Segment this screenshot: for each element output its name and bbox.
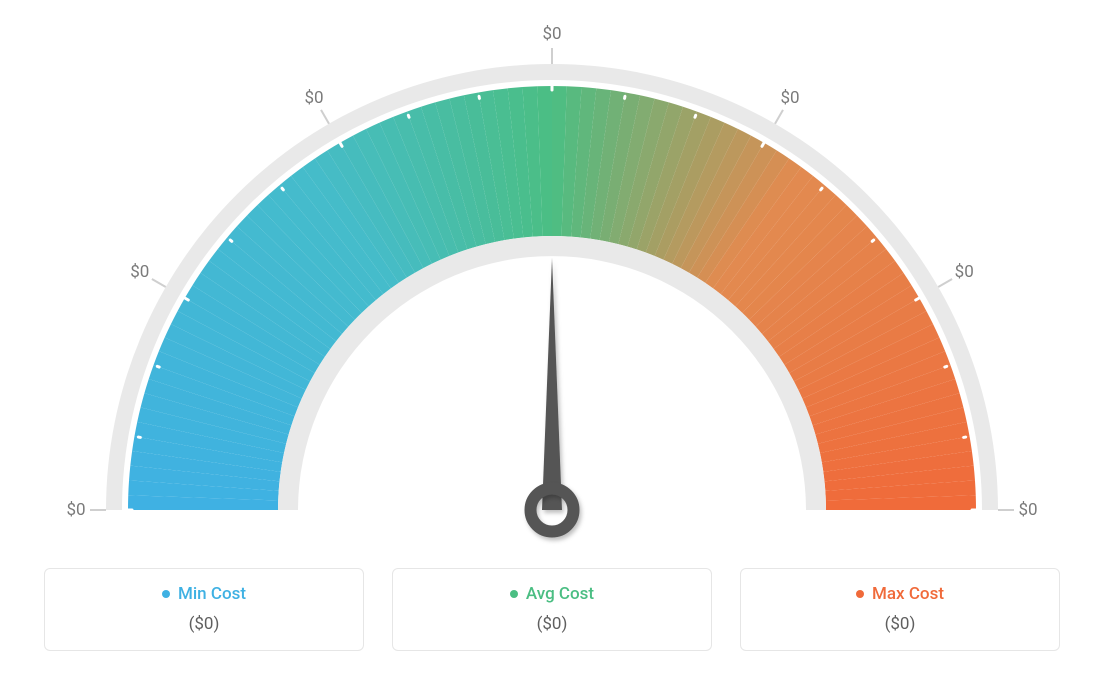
legend-card-min: Min Cost ($0)	[44, 568, 364, 651]
legend-title-avg: Avg Cost	[510, 584, 594, 604]
legend-title-min: Min Cost	[162, 584, 246, 604]
gauge-tick-label: $0	[66, 500, 85, 520]
legend-title-max: Max Cost	[856, 584, 944, 604]
gauge-tick-label: $0	[130, 262, 149, 282]
gauge-tick-label: $0	[542, 24, 561, 44]
gauge-chart: $0 $0 $0 $0 $0 $0 $0	[0, 0, 1104, 560]
legend-value-min: ($0)	[63, 614, 345, 634]
legend-dot-min	[162, 590, 170, 598]
legend-value-max: ($0)	[759, 614, 1041, 634]
gauge-svg	[0, 0, 1104, 560]
legend-card-max: Max Cost ($0)	[740, 568, 1060, 651]
legend-row: Min Cost ($0) Avg Cost ($0) Max Cost ($0…	[0, 568, 1104, 651]
gauge-tick-label: $0	[304, 88, 323, 108]
legend-dot-avg	[510, 590, 518, 598]
gauge-tick-label: $0	[780, 88, 799, 108]
legend-label-avg: Avg Cost	[526, 584, 594, 604]
legend-card-avg: Avg Cost ($0)	[392, 568, 712, 651]
legend-label-max: Max Cost	[872, 584, 944, 604]
legend-dot-max	[856, 590, 864, 598]
legend-label-min: Min Cost	[178, 584, 246, 604]
gauge-tick-label: $0	[955, 262, 974, 282]
legend-value-avg: ($0)	[411, 614, 693, 634]
gauge-tick-label: $0	[1018, 500, 1037, 520]
